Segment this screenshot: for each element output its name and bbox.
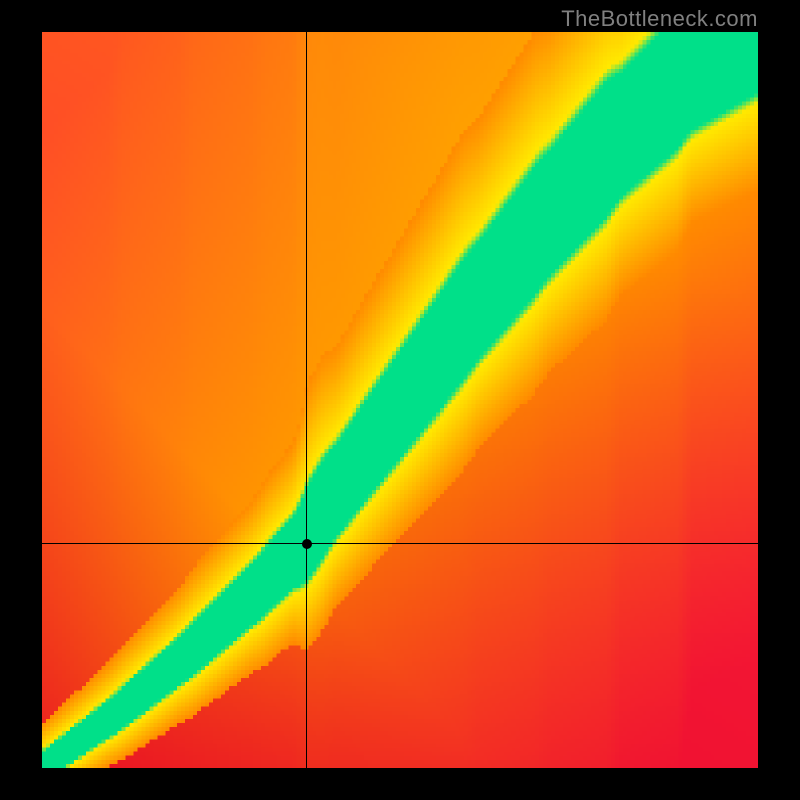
crosshair-marker bbox=[302, 539, 312, 549]
crosshair-horizontal bbox=[42, 543, 758, 544]
crosshair-vertical bbox=[306, 32, 307, 768]
bottleneck-heatmap bbox=[42, 32, 758, 768]
watermark-text: TheBottleneck.com bbox=[561, 6, 758, 32]
chart-container: { "watermark": { "text": "TheBottleneck.… bbox=[0, 0, 800, 800]
